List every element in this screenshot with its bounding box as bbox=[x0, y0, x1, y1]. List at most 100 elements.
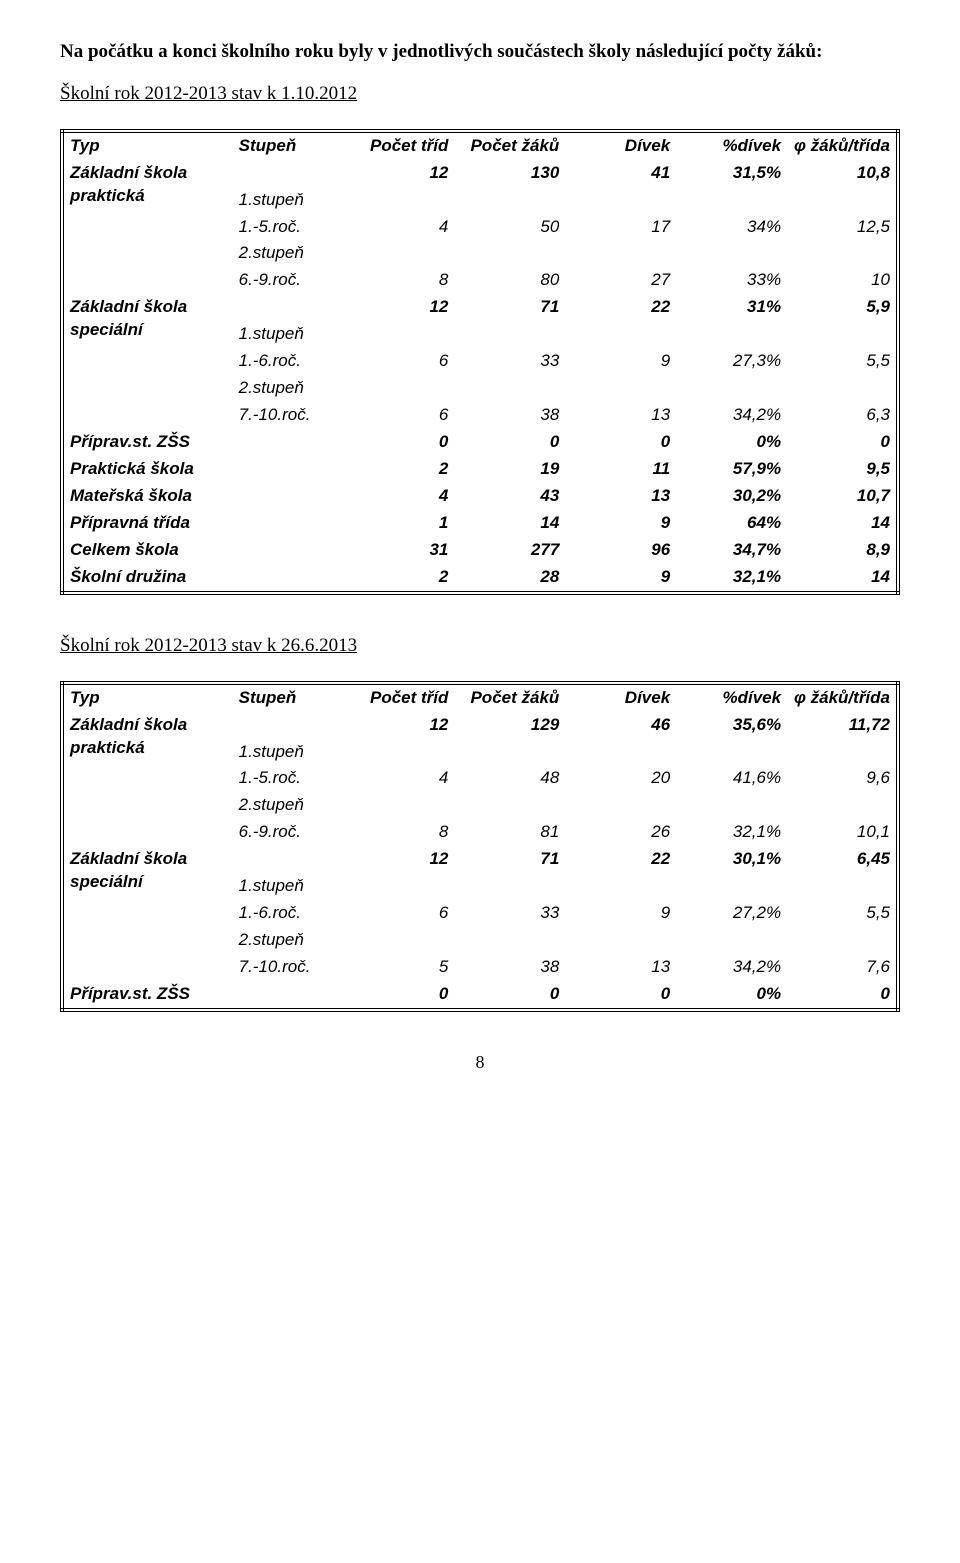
cell: 31% bbox=[676, 294, 787, 321]
table-row: 2.stupeň bbox=[62, 927, 898, 954]
cell: 1.stupeň bbox=[233, 739, 344, 766]
cell: 12 bbox=[344, 294, 455, 321]
subtitle-1: Školní rok 2012-2013 stav k 1.10.2012 bbox=[60, 83, 900, 105]
cell: 38 bbox=[454, 954, 565, 981]
cell: 0 bbox=[565, 429, 676, 456]
cell: 19 bbox=[454, 456, 565, 483]
table-row: Praktická škola 2 19 11 57,9% 9,5 bbox=[62, 456, 898, 483]
cell: 10,1 bbox=[787, 819, 898, 846]
cell-label: Základní škola speciální bbox=[62, 846, 233, 900]
cell: 31 bbox=[344, 537, 455, 564]
cell: 6.-9.roč. bbox=[233, 819, 344, 846]
cell: 13 bbox=[565, 954, 676, 981]
cell: 0 bbox=[787, 981, 898, 1010]
cell: 2.stupeň bbox=[233, 375, 344, 402]
cell: 1.-6.roč. bbox=[233, 900, 344, 927]
table-1: Typ Stupeň Počet tříd Počet žáků Dívek %… bbox=[60, 129, 900, 595]
cell: 34,7% bbox=[676, 537, 787, 564]
table-row: Celkem škola 31 277 96 34,7% 8,9 bbox=[62, 537, 898, 564]
cell-label: Praktická škola bbox=[62, 456, 233, 483]
cell: 14 bbox=[787, 510, 898, 537]
cell: 5,9 bbox=[787, 294, 898, 321]
cell: 1.-5.roč. bbox=[233, 214, 344, 241]
table-row: Základní škola speciální 12 71 22 30,1% … bbox=[62, 846, 898, 873]
table-row: 2.stupeň bbox=[62, 375, 898, 402]
cell: 8 bbox=[344, 819, 455, 846]
cell: 32,1% bbox=[676, 819, 787, 846]
cell: 2 bbox=[344, 564, 455, 593]
hdr-typ: Typ bbox=[62, 683, 233, 712]
hdr-pct: %dívek bbox=[676, 683, 787, 712]
cell: 0% bbox=[676, 429, 787, 456]
cell: 12 bbox=[344, 160, 455, 187]
cell: 22 bbox=[565, 294, 676, 321]
cell: 277 bbox=[454, 537, 565, 564]
cell: 31,5% bbox=[676, 160, 787, 187]
cell: 0 bbox=[454, 429, 565, 456]
cell: 10,7 bbox=[787, 483, 898, 510]
table-row: 2.stupeň bbox=[62, 792, 898, 819]
table-row: 7.-10.roč. 5 38 13 34,2% 7,6 bbox=[62, 954, 898, 981]
table-row: Příprav.st. ZŠS 0 0 0 0% 0 bbox=[62, 981, 898, 1010]
table-row: Přípravná třída 1 14 9 64% 14 bbox=[62, 510, 898, 537]
cell: 50 bbox=[454, 214, 565, 241]
cell: 130 bbox=[454, 160, 565, 187]
hdr-typ: Typ bbox=[62, 131, 233, 160]
cell: 2.stupeň bbox=[233, 927, 344, 954]
cell: 14 bbox=[787, 564, 898, 593]
cell: 0 bbox=[454, 981, 565, 1010]
cell: 13 bbox=[565, 483, 676, 510]
hdr-phi: φ žáků/třída bbox=[787, 131, 898, 160]
cell: 14 bbox=[454, 510, 565, 537]
cell-label: Školní družina bbox=[62, 564, 233, 593]
cell: 0 bbox=[787, 429, 898, 456]
cell: 35,6% bbox=[676, 712, 787, 739]
table-row: 1.-5.roč. 4 48 20 41,6% 9,6 bbox=[62, 765, 898, 792]
cell: 129 bbox=[454, 712, 565, 739]
table-row: Mateřská škola 4 43 13 30,2% 10,7 bbox=[62, 483, 898, 510]
cell: 7.-10.roč. bbox=[233, 402, 344, 429]
cell: 1.stupeň bbox=[233, 873, 344, 900]
cell: 10 bbox=[787, 267, 898, 294]
cell: 1.stupeň bbox=[233, 187, 344, 214]
cell: 11 bbox=[565, 456, 676, 483]
cell: 17 bbox=[565, 214, 676, 241]
table-row: 1.-5.roč. 4 50 17 34% 12,5 bbox=[62, 214, 898, 241]
cell: 10,8 bbox=[787, 160, 898, 187]
cell-label: Základní škola praktická bbox=[62, 160, 233, 214]
hdr-trid: Počet tříd bbox=[344, 683, 455, 712]
table-row: 2.stupeň bbox=[62, 240, 898, 267]
cell: 2 bbox=[344, 456, 455, 483]
cell: 30,2% bbox=[676, 483, 787, 510]
cell: 6 bbox=[344, 402, 455, 429]
table-row: Základní škola praktická 12 129 46 35,6%… bbox=[62, 712, 898, 739]
cell: 64% bbox=[676, 510, 787, 537]
cell: 27 bbox=[565, 267, 676, 294]
cell: 11,72 bbox=[787, 712, 898, 739]
cell: 4 bbox=[344, 483, 455, 510]
table-row: 1.-6.roč. 6 33 9 27,3% 5,5 bbox=[62, 348, 898, 375]
cell: 0 bbox=[344, 981, 455, 1010]
cell: 38 bbox=[454, 402, 565, 429]
cell: 33 bbox=[454, 348, 565, 375]
cell-label: Základní škola speciální bbox=[62, 294, 233, 348]
table-row: 6.-9.roč. 8 80 27 33% 10 bbox=[62, 267, 898, 294]
cell: 33 bbox=[454, 900, 565, 927]
cell: 1.-5.roč. bbox=[233, 765, 344, 792]
cell: 27,2% bbox=[676, 900, 787, 927]
table-row: Základní škola speciální 12 71 22 31% 5,… bbox=[62, 294, 898, 321]
cell: 6.-9.roč. bbox=[233, 267, 344, 294]
hdr-stupen: Stupeň bbox=[233, 683, 344, 712]
cell: 1.stupeň bbox=[233, 321, 344, 348]
hdr-trid: Počet tříd bbox=[344, 131, 455, 160]
cell: 80 bbox=[454, 267, 565, 294]
cell: 8 bbox=[344, 267, 455, 294]
cell: 0% bbox=[676, 981, 787, 1010]
hdr-phi: φ žáků/třída bbox=[787, 683, 898, 712]
cell: 7.-10.roč. bbox=[233, 954, 344, 981]
cell: 6 bbox=[344, 348, 455, 375]
cell: 48 bbox=[454, 765, 565, 792]
table-header-row: Typ Stupeň Počet tříd Počet žáků Dívek %… bbox=[62, 683, 898, 712]
table-row: 7.-10.roč. 6 38 13 34,2% 6,3 bbox=[62, 402, 898, 429]
cell: 9 bbox=[565, 348, 676, 375]
